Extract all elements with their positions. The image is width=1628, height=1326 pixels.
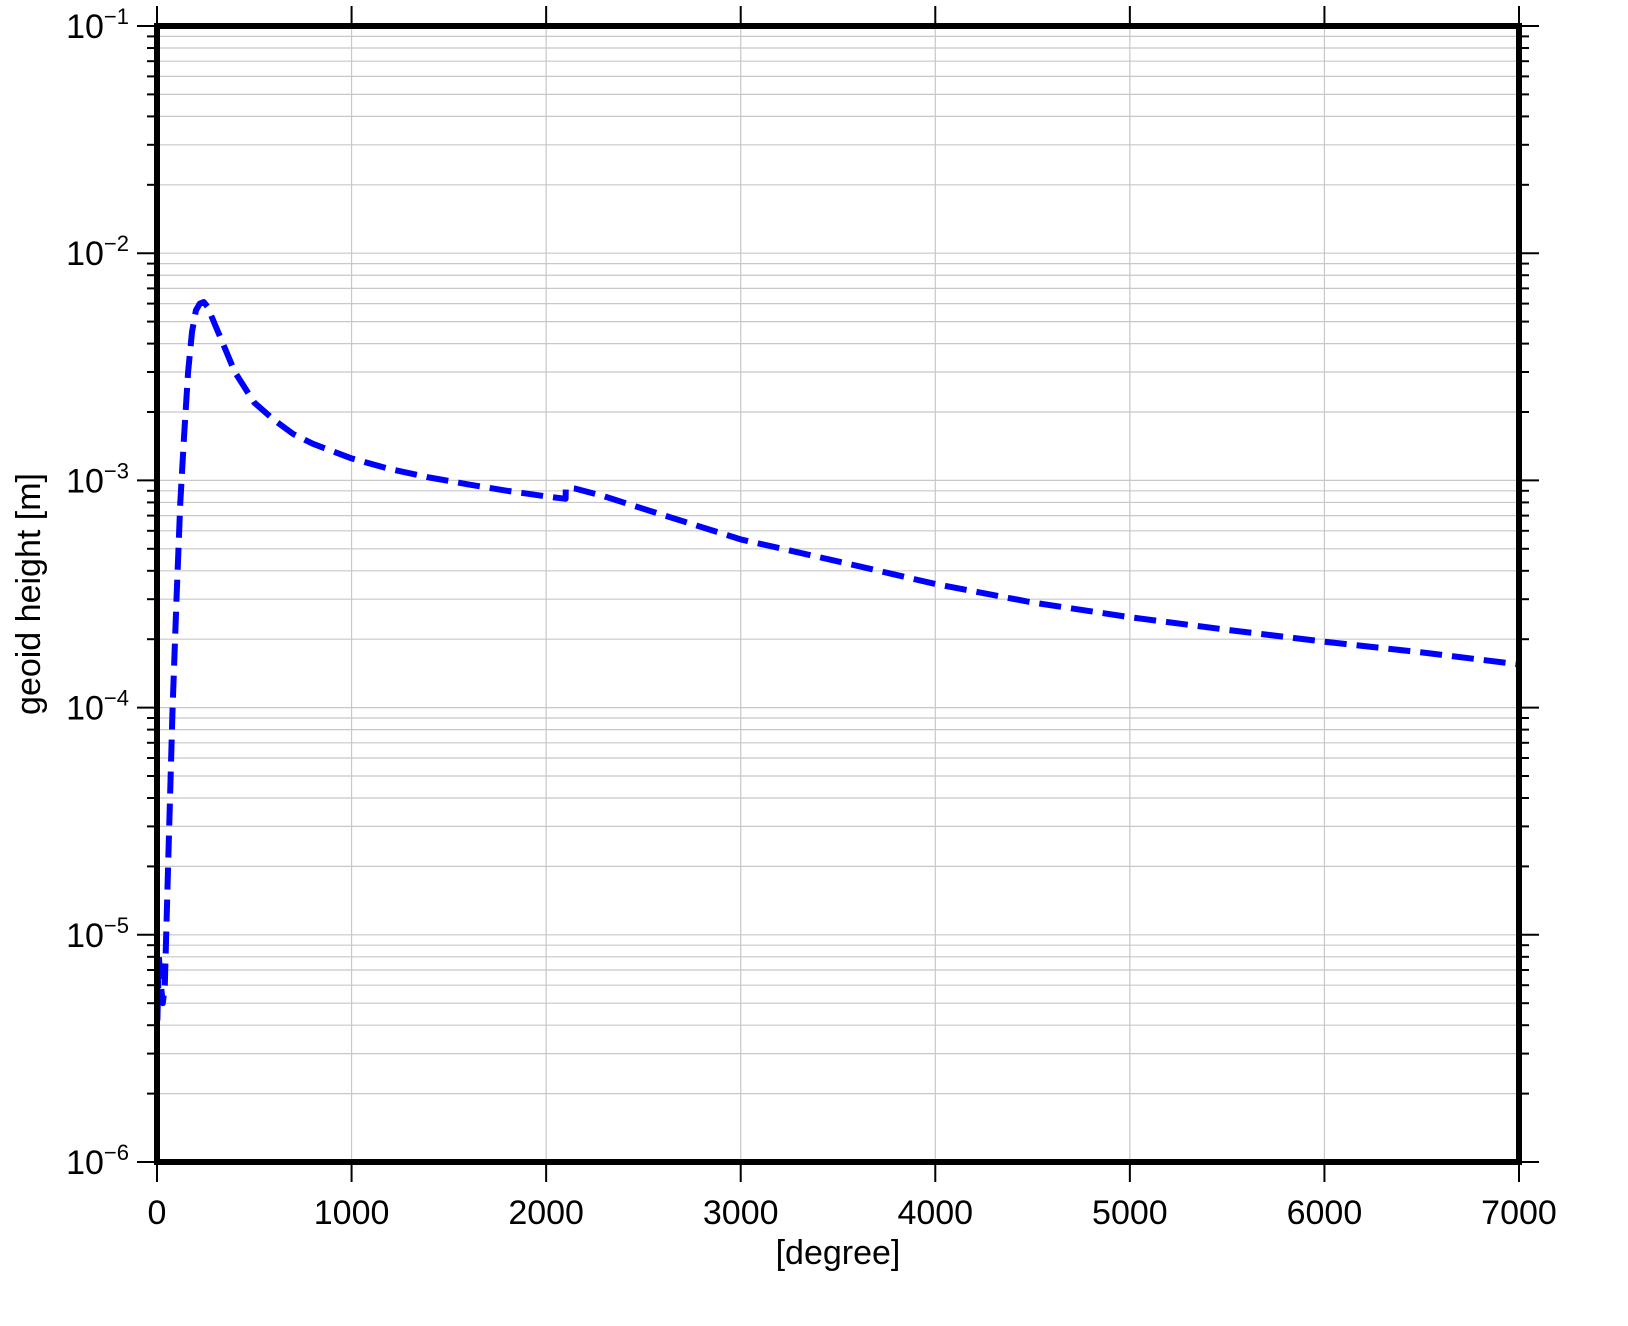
axis-ticks <box>137 6 1539 1182</box>
x-tick-label: 5000 <box>1092 1194 1168 1232</box>
x-axis-title: [degree] <box>776 1234 901 1272</box>
y-tick-label: 10−5 <box>66 913 129 955</box>
x-tick-label: 2000 <box>508 1194 584 1232</box>
x-tick-labels: 0 1000 2000 3000 4000 5000 6000 7000 <box>148 1194 1557 1232</box>
y-tick-label: 10−2 <box>66 231 129 273</box>
x-tick-label: 6000 <box>1287 1194 1363 1232</box>
series-line-0 <box>154 299 1520 1021</box>
x-tick-label: 1000 <box>314 1194 390 1232</box>
grid <box>156 25 1520 1163</box>
x-tick-label: 7000 <box>1481 1194 1557 1232</box>
y-tick-labels: 10−1 10−2 10−3 10−4 10−5 10−6 <box>66 4 129 1182</box>
y-tick-label: 10−1 <box>66 4 129 46</box>
x-tick-label: 3000 <box>703 1194 779 1232</box>
y-tick-label: 10−4 <box>66 686 129 728</box>
y-tick-label: 10−6 <box>66 1140 129 1182</box>
series-layer <box>154 299 1520 1021</box>
x-tick-label: 0 <box>148 1194 167 1232</box>
y-axis-title: geoid height [m] <box>10 473 48 715</box>
y-tick-label: 10−3 <box>66 458 129 500</box>
plot-frame <box>154 23 1522 1165</box>
x-tick-label: 4000 <box>897 1194 973 1232</box>
